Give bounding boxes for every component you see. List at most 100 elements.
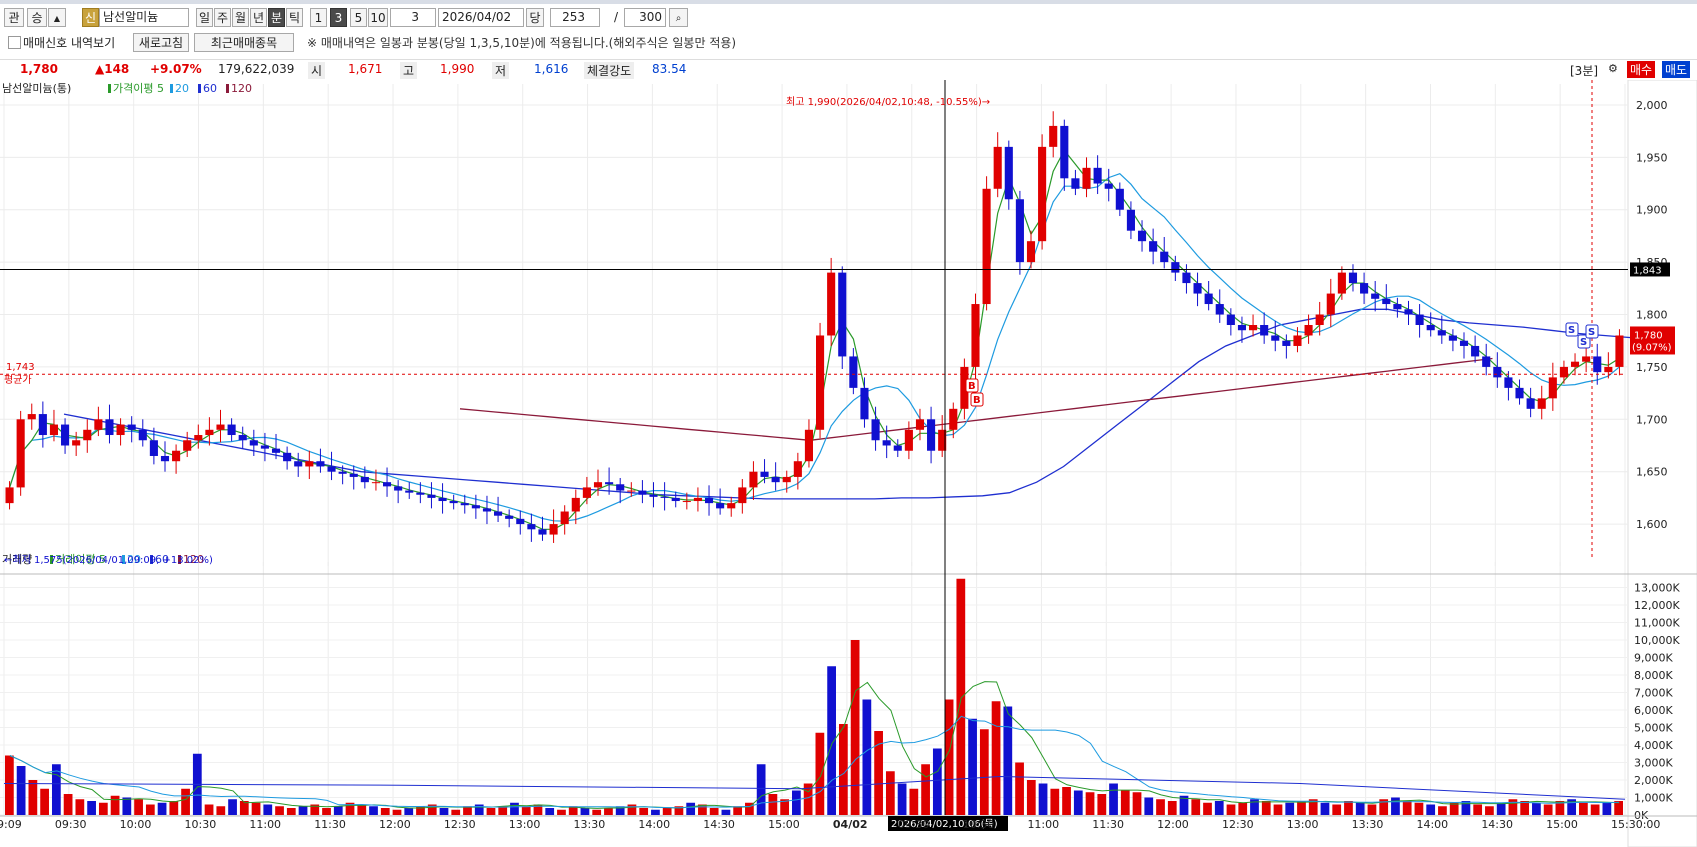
interval-10[interactable]: 10 bbox=[368, 8, 388, 27]
volume-bar bbox=[98, 802, 108, 815]
candle bbox=[1126, 209, 1135, 231]
volume-bar bbox=[1473, 804, 1483, 815]
interval-3[interactable]: 3 bbox=[330, 8, 347, 27]
candle bbox=[771, 476, 780, 483]
buy-button[interactable]: 매수 bbox=[1627, 61, 1656, 78]
interval-1[interactable]: 1 bbox=[310, 8, 327, 27]
volume-bar bbox=[510, 802, 519, 815]
candle bbox=[1437, 330, 1446, 336]
volume-bar bbox=[1391, 797, 1400, 815]
candle bbox=[1237, 325, 1247, 331]
x-tick-label: 11:00 bbox=[1027, 818, 1059, 831]
volume-bar bbox=[463, 806, 472, 815]
candle bbox=[1537, 398, 1546, 409]
trade-marker-box bbox=[970, 392, 984, 407]
x-tick-label: 11:30 bbox=[1092, 818, 1124, 831]
current-price-pct: (9.07%) bbox=[1632, 342, 1672, 353]
strength-label: 체결강도 bbox=[584, 62, 635, 79]
period-tick[interactable]: 틱 bbox=[286, 8, 303, 27]
refresh-button[interactable]: 새로고침 bbox=[133, 33, 189, 52]
legend-swatch bbox=[122, 555, 125, 564]
candle bbox=[249, 440, 258, 446]
x-tick-label: 14:30 bbox=[1481, 818, 1513, 831]
volume-bar bbox=[1379, 799, 1389, 815]
interval-5[interactable]: 5 bbox=[350, 8, 367, 27]
volume-bar bbox=[921, 764, 930, 815]
trade-marker-box bbox=[1585, 324, 1599, 339]
legend-swatch bbox=[108, 84, 111, 93]
candle bbox=[582, 487, 591, 498]
count-input[interactable]: 253 bbox=[550, 8, 600, 27]
date-input[interactable]: 2026/04/02 bbox=[438, 8, 524, 27]
trade-marker-s: S bbox=[1568, 325, 1575, 336]
interval-select[interactable]: 3 bbox=[390, 8, 436, 27]
price-legend-item: 가격이평 5 bbox=[113, 82, 164, 95]
gear-icon[interactable]: ⚙ bbox=[1608, 62, 1618, 75]
candle bbox=[216, 424, 225, 430]
period-day[interactable]: 일 bbox=[196, 8, 213, 27]
candle bbox=[94, 419, 103, 430]
trade-marker-s: S bbox=[1588, 327, 1595, 338]
stock-name-input[interactable]: 남선알미늄 bbox=[99, 8, 189, 27]
recent-trades-button[interactable]: 최근매매종목 bbox=[194, 33, 294, 52]
period-month[interactable]: 월 bbox=[232, 8, 249, 27]
sell-button[interactable]: 매도 bbox=[1662, 61, 1691, 78]
spin-up-icon[interactable]: ▲ bbox=[48, 8, 66, 27]
search-icon[interactable]: ⌕ bbox=[669, 8, 688, 27]
volume-bar bbox=[545, 808, 555, 815]
interval-tag: [3분] bbox=[1570, 64, 1599, 78]
candle bbox=[1182, 272, 1191, 284]
period-week[interactable]: 주 bbox=[214, 8, 231, 27]
candle bbox=[1093, 167, 1102, 184]
candle bbox=[1393, 304, 1402, 310]
candle bbox=[1293, 335, 1302, 346]
crosshair-time-box bbox=[888, 816, 1008, 831]
price-tick-label: 1,650 bbox=[1636, 466, 1668, 479]
toolbar: 관 승 ▲ 신 남선알미늄 일 주 월 년 분 틱 1 3 5 10 3 202… bbox=[0, 8, 1697, 32]
volume-value: 179,622,039 bbox=[218, 62, 295, 76]
volume-bar bbox=[63, 794, 73, 815]
price-legend-item: 120 bbox=[231, 82, 252, 95]
volume-bar bbox=[380, 808, 390, 815]
legend-swatch bbox=[50, 555, 53, 564]
x-tick-label: 13:00 bbox=[1287, 818, 1319, 831]
dang-button[interactable]: 당 bbox=[526, 8, 544, 27]
signal-checkbox[interactable] bbox=[8, 36, 21, 49]
period-minute[interactable]: 분 bbox=[268, 8, 285, 27]
volume-bar bbox=[439, 808, 449, 815]
candle bbox=[416, 492, 425, 495]
legend-swatch bbox=[226, 84, 229, 93]
candle bbox=[938, 429, 947, 451]
candle bbox=[471, 505, 480, 509]
link-button[interactable]: 승 bbox=[27, 8, 47, 27]
candle bbox=[1049, 125, 1058, 147]
candle bbox=[1071, 178, 1080, 189]
candle bbox=[394, 486, 403, 491]
volume-bar bbox=[815, 732, 825, 815]
candle bbox=[72, 440, 81, 446]
candle bbox=[1249, 325, 1258, 331]
volume-bar bbox=[1579, 802, 1588, 815]
trade-marker-b: B bbox=[968, 381, 976, 392]
price-legend-item: 60 bbox=[203, 82, 217, 95]
candle bbox=[616, 484, 625, 491]
candle bbox=[638, 490, 647, 495]
group-button[interactable]: 관 bbox=[4, 8, 24, 27]
candle bbox=[360, 476, 369, 483]
candle bbox=[371, 482, 380, 484]
candle bbox=[38, 414, 47, 436]
candle bbox=[549, 524, 558, 535]
period-year[interactable]: 년 bbox=[250, 8, 267, 27]
current-price-label: 1,780 bbox=[1634, 330, 1663, 341]
total-input[interactable]: 300 bbox=[624, 8, 666, 27]
volume-bar bbox=[1191, 799, 1201, 815]
stock-chart[interactable]: 1,6001,6501,7001,7501,8001,8501,9001,950… bbox=[0, 80, 1697, 847]
volume-bar bbox=[874, 731, 883, 815]
volume-bar bbox=[1203, 802, 1212, 815]
volume-bar bbox=[604, 808, 613, 815]
candle bbox=[1493, 366, 1502, 378]
volume-bar bbox=[1367, 804, 1377, 815]
price-tick-label: 1,800 bbox=[1636, 309, 1668, 322]
candle bbox=[1160, 251, 1169, 263]
volume-bar bbox=[1332, 804, 1342, 815]
